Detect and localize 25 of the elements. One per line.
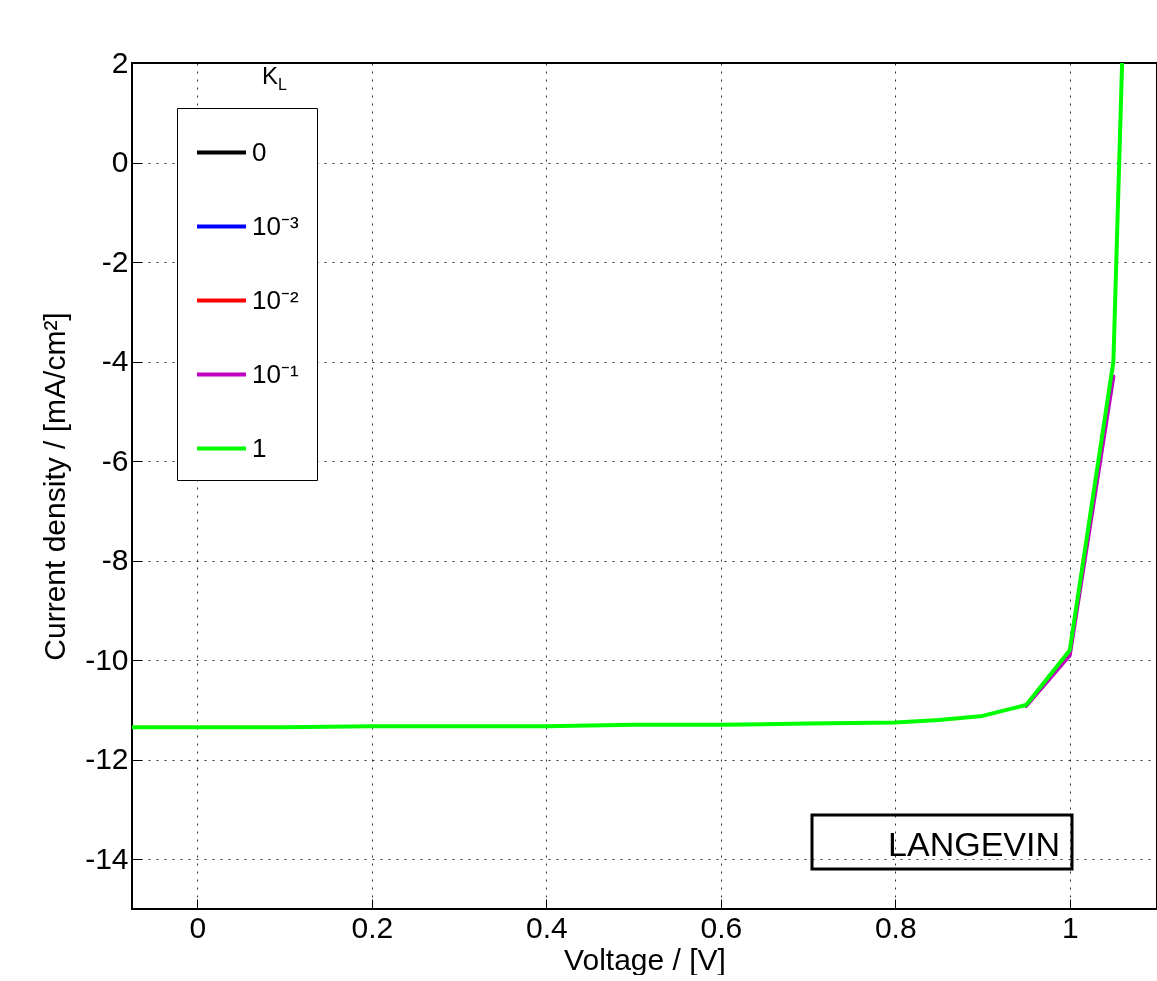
legend-label: 10⁻² [252, 284, 299, 315]
x-tick-label: 0.8 [874, 910, 917, 944]
y-tick-label: 0 [111, 145, 129, 179]
y-tick-label: -8 [101, 543, 129, 577]
y-tick-label: -6 [101, 443, 129, 477]
annotation: LANGEVIN [888, 825, 1060, 863]
x-tick-label: 1 [1061, 910, 1079, 944]
y-tick-label: 2 [111, 45, 129, 79]
legend-label: 1 [252, 432, 267, 463]
x-tick-label: 0 [189, 910, 207, 944]
y-tick-label: -14 [85, 841, 129, 875]
y-axis-title: Current density / [mA/cm²] [38, 312, 72, 661]
y-tick-label: -4 [101, 344, 129, 378]
y-tick-label: -2 [101, 244, 129, 278]
x-tick-label: 0.6 [700, 910, 743, 944]
y-tick-label: -10 [85, 642, 129, 676]
x-tick-label: 0.2 [351, 910, 394, 944]
x-axis-title: Voltage / [V] [564, 942, 726, 976]
legend-title: K$_{L}$ [262, 62, 287, 94]
legend-label: 0 [252, 136, 267, 167]
legend-label: 10⁻¹ [252, 358, 299, 389]
x-tick-label: 0.4 [526, 910, 568, 944]
line-series [132, 63, 1125, 730]
legend-label: 10⁻³ [252, 210, 299, 241]
y-tick-label: -12 [85, 742, 129, 776]
